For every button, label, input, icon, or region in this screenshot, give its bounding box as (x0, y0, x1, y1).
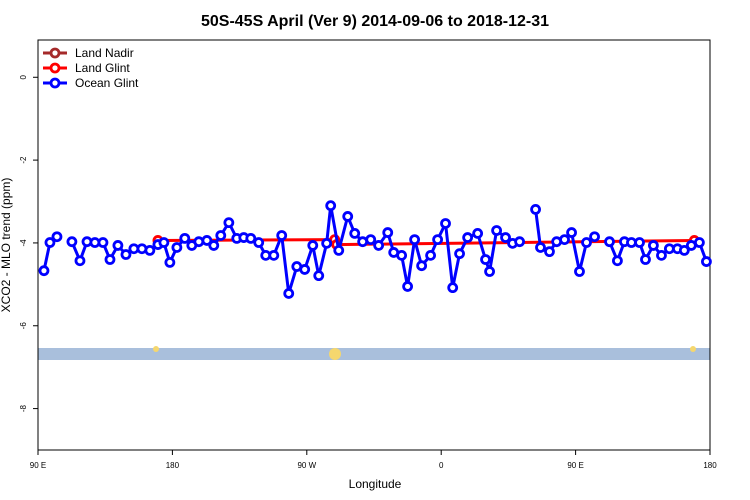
data-point (514, 236, 525, 248)
legend-label: Land Glint (75, 61, 130, 75)
data-point (193, 236, 205, 248)
data-point (472, 228, 484, 239)
y-tick-label: -4 (19, 239, 28, 247)
data-point (559, 234, 570, 246)
data-point (634, 237, 645, 248)
data-point (432, 234, 444, 246)
data-point (171, 242, 183, 253)
data-point (440, 218, 451, 229)
data-point (480, 254, 491, 265)
data-point (245, 232, 257, 244)
land-marker (329, 348, 341, 360)
data-point (544, 246, 555, 258)
data-point (268, 249, 280, 261)
data-point (491, 225, 503, 236)
data-point (223, 217, 235, 229)
data-point (38, 265, 50, 277)
data-point (365, 234, 377, 246)
data-point (342, 211, 354, 222)
data-point (51, 231, 63, 243)
data-point (701, 256, 712, 267)
data-point (454, 248, 465, 260)
y-axis-label: XCO2 - MLO trend (ppm) (0, 178, 13, 313)
data-point (693, 237, 705, 248)
y-tick-label: -6 (19, 322, 28, 330)
x-tick-label: 180 (166, 461, 180, 470)
plot-area (38, 200, 712, 299)
data-point (656, 249, 667, 261)
data-point (604, 236, 615, 248)
data-point (396, 249, 408, 261)
x-axis-label: Longitude (349, 477, 402, 491)
data-point (325, 200, 337, 212)
data-point (349, 228, 361, 239)
data-point (208, 240, 220, 251)
legend-marker (49, 47, 61, 59)
data-point (333, 244, 345, 256)
data-point (299, 264, 311, 275)
data-point (321, 237, 333, 249)
data-point (112, 240, 124, 251)
y-tick-label: 0 (19, 74, 28, 79)
data-point (530, 203, 541, 215)
data-point (201, 235, 213, 246)
x-tick-label: 0 (439, 461, 444, 470)
legend-marker (49, 77, 61, 89)
data-point (283, 288, 295, 299)
plot-frame (37, 39, 711, 451)
data-point (382, 227, 394, 238)
land-marker (153, 346, 159, 352)
data-point (120, 249, 132, 260)
data-point (462, 232, 474, 243)
chart-title: 50S-45S April (Ver 9) 2014-09-06 to 2018… (201, 13, 549, 30)
legend-marker (49, 62, 61, 74)
data-point (313, 270, 325, 282)
data-point (74, 255, 86, 267)
data-point (373, 240, 385, 251)
data-point (66, 236, 78, 248)
x-tick-label: 90 E (567, 461, 583, 470)
data-point (500, 232, 511, 243)
data-point (416, 260, 428, 272)
data-point (648, 240, 659, 251)
data-point (144, 244, 156, 256)
data-point (164, 256, 176, 268)
legend-label: Ocean Glint (75, 76, 139, 90)
land-marker (690, 346, 696, 352)
data-point (535, 242, 546, 253)
x-tick-label: 180 (703, 461, 717, 470)
legend-label: Land Nadir (75, 46, 134, 60)
data-point (484, 266, 495, 277)
data-point (425, 249, 436, 261)
data-point (158, 237, 170, 248)
data-point (215, 230, 227, 241)
data-point (276, 230, 288, 241)
data-point (574, 266, 585, 277)
coverage-band (38, 348, 710, 360)
data-point (402, 281, 414, 292)
y-tick-label: -2 (19, 156, 28, 164)
data-point (678, 244, 690, 256)
data-point (589, 231, 600, 243)
data-point (44, 237, 56, 248)
data-point (97, 237, 109, 248)
x-tick-label: 90 E (30, 461, 46, 470)
data-point (581, 237, 592, 248)
y-tick-label: -8 (19, 404, 28, 412)
data-point (253, 237, 265, 248)
data-point (612, 255, 623, 267)
data-point (307, 240, 319, 251)
x-tick-label: 90 W (297, 461, 316, 470)
data-point (447, 282, 459, 294)
data-point (179, 232, 191, 244)
data-point (104, 254, 116, 265)
data-point (409, 234, 421, 246)
data-point (566, 227, 577, 238)
data-point (640, 254, 651, 265)
